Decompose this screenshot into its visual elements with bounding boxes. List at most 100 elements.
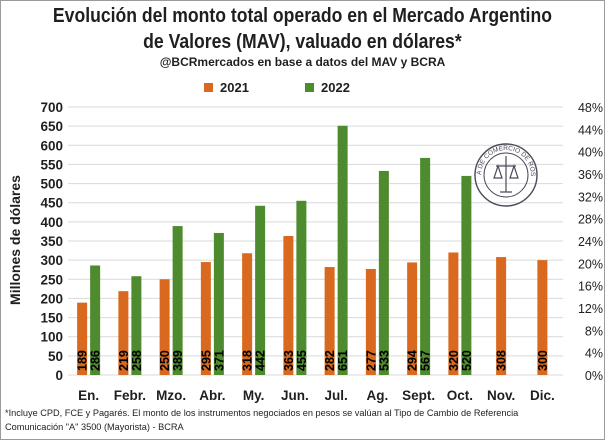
- legend-label-2022: 2022: [321, 80, 350, 95]
- y2-tick-label: 48%: [578, 101, 603, 115]
- bar-value-label: 533: [377, 350, 391, 371]
- bar-value-label: 371: [212, 350, 226, 371]
- y-tick-label: 200: [40, 291, 63, 306]
- bar-value-label: 258: [130, 350, 144, 371]
- bolsa-comercio-seal-logo: BOLSA DE COMERCIO DE ROSARIO: [473, 142, 538, 207]
- bar-value-label: 219: [117, 350, 131, 371]
- bar-value-label: 189: [76, 350, 90, 371]
- y2-tick-label: 0%: [585, 369, 603, 383]
- bar-value-label: 363: [282, 350, 296, 371]
- bar-2021: [496, 257, 507, 375]
- x-tick-label: Jun.: [281, 388, 309, 403]
- bar-value-label: 282: [323, 350, 337, 371]
- bar-2021: [537, 260, 548, 375]
- bar-2021: [200, 262, 211, 375]
- chart-subtitle: @BCRmercados en base a datos del MAV y B…: [159, 55, 446, 69]
- y2-tick-label: 4%: [585, 347, 603, 361]
- x-tick-label: Oct.: [447, 388, 473, 403]
- y-tick-label: 550: [40, 157, 63, 172]
- y-tick-label: 100: [40, 330, 63, 345]
- bar-value-label: 294: [406, 350, 420, 371]
- bar-value-label: 295: [199, 350, 213, 371]
- bar-value-label: 250: [158, 350, 172, 371]
- bar-value-label: 308: [495, 350, 509, 371]
- y-tick-label: 650: [40, 119, 63, 134]
- bar-value-label: 318: [241, 350, 255, 371]
- footnote-line-2: Comunicación "A" 3500 (Mayorista) - BCRA: [5, 422, 184, 432]
- seal-text: BOLSA DE COMERCIO DE ROSARIO: [473, 142, 536, 177]
- y-tick-label: 50: [48, 349, 63, 364]
- y-tick-label: 400: [40, 215, 63, 230]
- bar-2021: [448, 252, 459, 375]
- legend-swatch-2022: [305, 83, 314, 92]
- bar-value-label: 442: [254, 350, 268, 371]
- y-tick-label: 300: [40, 253, 63, 268]
- y-tick-label: 500: [40, 177, 63, 192]
- chart-title-line-2: de Valores (MAV), valuado en dólares*: [36, 30, 568, 54]
- y-tick-label: 450: [40, 196, 63, 211]
- y-tick-label: 350: [40, 234, 63, 249]
- svg-text:BOLSA DE COMERCIO DE ROSARIO: BOLSA DE COMERCIO DE ROSARIO: [473, 142, 536, 177]
- y2-tick-label: 28%: [578, 213, 603, 227]
- x-tick-label: Sept.: [402, 388, 435, 403]
- y2-tick-label: 24%: [578, 235, 603, 249]
- x-tick-label: Nov.: [487, 388, 515, 403]
- legend-label-2021: 2021: [220, 80, 249, 95]
- bar-2021: [159, 279, 170, 375]
- bar-value-label: 520: [460, 350, 474, 371]
- bar-value-label: 389: [171, 350, 185, 371]
- y2-tick-label: 20%: [578, 257, 603, 271]
- x-tick-label: Febr.: [114, 388, 146, 403]
- bar-2021: [324, 267, 335, 375]
- x-tick-label: En.: [78, 388, 99, 403]
- y2-tick-label: 16%: [578, 280, 603, 294]
- chart-title-line-2-text: de Valores (MAV), valuado en dólares: [143, 31, 455, 53]
- bar-2022: [461, 175, 472, 375]
- y2-tick-label: 12%: [578, 302, 603, 316]
- y-tick-label: 700: [40, 100, 63, 115]
- footnote-line-1: *Incluye CPD, FCE y Pagarés. El monto de…: [5, 408, 519, 418]
- bar-2021: [283, 236, 294, 375]
- bar-value-label: 651: [336, 350, 350, 371]
- legend-swatch-2021: [204, 83, 213, 92]
- title-asterisk: *: [454, 31, 462, 53]
- y2-tick-label: 8%: [585, 324, 603, 338]
- y2-tick-label: 40%: [578, 146, 603, 160]
- bar-2022: [90, 265, 101, 375]
- bar-2021: [365, 268, 376, 375]
- bar-2022: [255, 205, 266, 375]
- bar-value-label: 455: [295, 350, 309, 371]
- x-tick-label: Jul.: [324, 388, 347, 403]
- bar-value-label: 300: [536, 350, 550, 371]
- x-tick-label: Mzo.: [156, 388, 186, 403]
- y-tick-label: 0: [55, 368, 63, 383]
- x-tick-label: Dic.: [530, 388, 555, 403]
- bar-value-label: 320: [447, 350, 461, 371]
- gridlines: [68, 106, 563, 376]
- x-axis-ticks: En. Febr. Mzo. Abr. My. Jun. Jul. Ag. Sept. Oct. N…: [78, 388, 555, 403]
- bar-value-label: 567: [419, 350, 433, 371]
- bar-2022: [296, 200, 307, 375]
- bar-value-label: 286: [89, 350, 103, 371]
- legend: 2021 2022: [204, 80, 350, 95]
- bar-2022: [172, 226, 183, 375]
- bar-2021: [77, 302, 88, 375]
- x-tick-label: Ag.: [367, 388, 389, 403]
- bar-2022: [420, 157, 431, 375]
- y-tick-label: 150: [40, 311, 63, 326]
- bar-value-label: 277: [364, 350, 378, 371]
- y2-tick-label: 36%: [578, 168, 603, 182]
- x-tick-label: Abr.: [199, 388, 225, 403]
- left-axis-ticks: 0 50 100 150 200 250 300 350 400 450 500 550 600 650 7…: [40, 100, 63, 383]
- bar-2022: [131, 276, 142, 375]
- bar-2021: [118, 291, 129, 375]
- bar-2022: [337, 125, 348, 375]
- right-axis-ticks: 0% 4% 8% 12% 16% 20% 24% 28% 32% 36% 40% 44% 48%: [578, 101, 603, 383]
- bars: 189 286 219 258 250 389 295 371 318 442 363 455 282 6…: [76, 125, 550, 375]
- y-axis-label: Millones de dólares: [7, 175, 23, 305]
- bar-2021: [407, 262, 418, 375]
- y-tick-label: 250: [40, 272, 63, 287]
- chart-title-line-1: Evolución del monto total operado en el …: [52, 5, 552, 27]
- bar-2022: [378, 170, 389, 375]
- y-tick-label: 600: [40, 138, 63, 153]
